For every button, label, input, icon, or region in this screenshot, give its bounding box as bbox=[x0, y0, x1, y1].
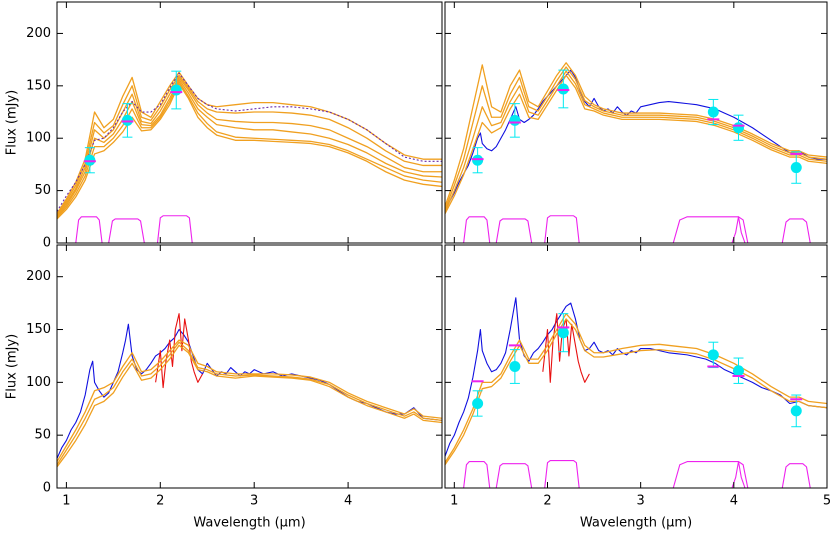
data-point bbox=[472, 154, 484, 166]
x-axis-label: Wavelength (µm) bbox=[193, 516, 305, 531]
spectrum-line bbox=[445, 74, 827, 214]
plot-frame bbox=[56, 244, 443, 489]
x-tick-label: 3 bbox=[637, 494, 645, 509]
spectrum-line bbox=[731, 461, 746, 488]
plot-area bbox=[445, 297, 827, 488]
x-tick-label: 4 bbox=[730, 494, 738, 509]
data-point bbox=[732, 365, 744, 377]
spectrum-line bbox=[445, 66, 827, 210]
plot-frame bbox=[56, 1, 443, 244]
spectrum-line bbox=[781, 218, 811, 243]
plot-area bbox=[57, 313, 442, 468]
spectrum-line bbox=[544, 215, 580, 243]
spectrum-line bbox=[57, 341, 442, 466]
y-tick-label: 150 bbox=[26, 78, 51, 93]
spectrum-line bbox=[463, 461, 491, 488]
spectrum-line bbox=[57, 71, 442, 215]
x-tick-label: 2 bbox=[156, 494, 164, 509]
y-tick-label: 100 bbox=[26, 131, 51, 146]
spectrum-line bbox=[445, 62, 827, 207]
data-point bbox=[509, 361, 521, 372]
spectrum-line bbox=[57, 80, 442, 219]
spectrum-line bbox=[445, 70, 827, 212]
spectrum-line bbox=[463, 216, 491, 243]
data-point bbox=[557, 83, 569, 95]
y-tick-label: 50 bbox=[34, 428, 51, 443]
spectrum-line bbox=[542, 313, 590, 383]
x-tick-label: 4 bbox=[344, 494, 352, 509]
y-axis-label: Flux (mJy) bbox=[5, 90, 20, 156]
y-tick-label: 200 bbox=[26, 269, 51, 284]
spectrum-line bbox=[445, 69, 827, 212]
spectrum-line bbox=[75, 216, 103, 243]
y-tick-label: 0 bbox=[43, 236, 51, 251]
data-point bbox=[170, 84, 182, 96]
x-tick-label: 3 bbox=[250, 494, 258, 509]
data-point bbox=[790, 162, 802, 174]
y-tick-label: 50 bbox=[34, 183, 51, 198]
data-point bbox=[121, 114, 133, 126]
spectrum-line bbox=[445, 313, 827, 463]
spectrum-line bbox=[57, 339, 442, 462]
data-point bbox=[509, 114, 521, 126]
plot-area bbox=[57, 70, 442, 243]
x-tick-label: 1 bbox=[450, 494, 458, 509]
data-point bbox=[472, 397, 484, 409]
spectrum-line bbox=[57, 74, 442, 216]
y-tick-label: 100 bbox=[26, 375, 51, 390]
data-point bbox=[557, 327, 569, 339]
spectrum-line bbox=[57, 78, 442, 218]
x-tick-label: 1 bbox=[62, 494, 70, 509]
x-axis-label: Wavelength (µm) bbox=[580, 516, 692, 531]
x-tick-label: 5 bbox=[823, 494, 830, 509]
spectrum-line bbox=[495, 463, 533, 488]
spectrum-line bbox=[155, 313, 204, 389]
spectrum-line bbox=[108, 218, 145, 243]
plot-frame bbox=[444, 244, 828, 489]
spectrum-line bbox=[544, 459, 580, 488]
data-point bbox=[707, 106, 719, 118]
y-tick-label: 0 bbox=[43, 481, 51, 496]
data-point bbox=[790, 405, 802, 417]
spectrum-line bbox=[781, 463, 811, 488]
plot-area bbox=[445, 62, 827, 243]
spectrum-line bbox=[672, 216, 749, 243]
spectrum-line bbox=[57, 344, 442, 468]
x-tick-label: 2 bbox=[543, 494, 551, 509]
spectrum-line bbox=[445, 318, 827, 466]
plot-frame bbox=[444, 1, 828, 244]
data-point bbox=[84, 154, 96, 166]
spectrum-line bbox=[445, 297, 827, 457]
spectrum-line bbox=[57, 76, 442, 217]
spectrum-line bbox=[57, 83, 442, 220]
data-point bbox=[732, 122, 744, 134]
spectrum-line bbox=[156, 215, 193, 243]
y-tick-label: 200 bbox=[26, 26, 51, 41]
data-point bbox=[707, 349, 719, 361]
spectrum-line bbox=[731, 216, 746, 243]
y-tick-label: 150 bbox=[26, 322, 51, 337]
y-axis-label: Flux (mJy) bbox=[5, 334, 20, 400]
spectrum-line bbox=[495, 218, 533, 243]
spectrum-line bbox=[672, 461, 749, 488]
spectrum-line bbox=[57, 72, 442, 212]
